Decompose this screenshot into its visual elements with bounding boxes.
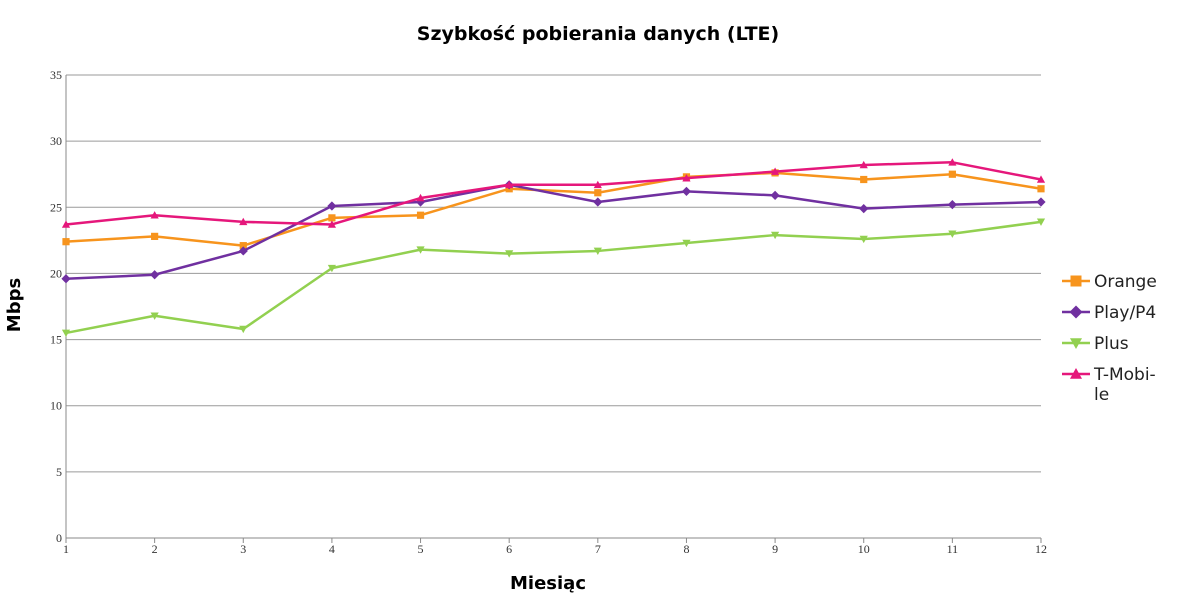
data-point	[416, 211, 425, 219]
legend-label: Orange	[1094, 272, 1157, 292]
x-axis-title: Miesiąc	[510, 573, 586, 594]
data-point	[682, 239, 691, 248]
data-point	[1036, 197, 1046, 207]
data-point	[770, 190, 780, 200]
x-tick-label: 7	[595, 542, 601, 556]
series-plus	[61, 218, 1046, 338]
chart-title: Szybkość pobierania danych (LTE)	[417, 23, 779, 45]
y-tick-label: 0	[56, 531, 62, 545]
data-point	[1070, 338, 1082, 349]
data-point	[860, 175, 868, 184]
data-point	[1037, 185, 1045, 193]
series-line	[65, 161, 1042, 226]
data-point	[859, 160, 868, 169]
data-point	[593, 180, 602, 189]
data-point	[239, 325, 248, 334]
data-point	[327, 264, 337, 273]
series-play-p4	[61, 180, 1046, 284]
x-tick-label: 11	[947, 542, 959, 556]
data-point	[1036, 218, 1046, 226]
data-point	[859, 235, 868, 244]
y-tick-label: 15	[50, 333, 62, 347]
data-point	[416, 246, 425, 254]
data-point	[770, 167, 780, 175]
data-point	[61, 329, 71, 338]
y-tick-label: 30	[50, 134, 62, 148]
data-point	[238, 246, 248, 256]
y-tick-label: 5	[56, 465, 62, 479]
data-point	[593, 197, 603, 207]
data-point	[1069, 305, 1083, 319]
gridlines	[66, 74, 1041, 473]
x-tick-label: 12	[1035, 542, 1047, 556]
legend-item: Plus	[1062, 334, 1129, 354]
x-tick-label: 3	[240, 542, 246, 556]
data-point	[150, 270, 160, 280]
data-point	[1070, 368, 1082, 379]
series-line	[65, 220, 1042, 335]
series-line	[65, 183, 1042, 280]
x-tick-label: 9	[772, 542, 778, 556]
data-point	[505, 250, 514, 258]
x-tick-label: 4	[329, 542, 335, 556]
series-lines	[61, 158, 1046, 338]
y-tick-label: 20	[50, 266, 62, 280]
legend-label: Play/P4	[1094, 303, 1156, 323]
data-point	[681, 186, 692, 197]
data-point	[682, 174, 691, 182]
legend: Orange Play/P4 Plus T-Mobi-le	[1062, 272, 1157, 405]
legend-item: Play/P4	[1062, 303, 1156, 323]
data-point	[593, 247, 602, 256]
data-point	[150, 312, 159, 320]
data-point	[947, 200, 957, 210]
data-point	[594, 189, 602, 197]
legend-item: T-Mobi-le	[1062, 365, 1156, 405]
y-tick-label: 35	[50, 68, 62, 82]
legend-label: T-Mobi-le	[1093, 365, 1156, 405]
x-tick-label: 8	[683, 542, 689, 556]
data-point	[327, 201, 337, 211]
data-point	[239, 217, 248, 226]
y-tick-label: 25	[50, 200, 62, 214]
data-point	[62, 238, 70, 246]
data-point	[239, 242, 247, 250]
data-point	[1036, 175, 1046, 183]
x-tick-label: 6	[506, 542, 512, 556]
data-point	[61, 274, 71, 284]
data-point	[505, 180, 514, 189]
series-line	[65, 171, 1042, 247]
x-tick-label: 2	[152, 542, 158, 556]
x-tick-label: 10	[858, 542, 870, 556]
data-point	[151, 232, 159, 240]
x-tick-label: 1	[63, 542, 69, 556]
data-point	[770, 231, 780, 240]
data-point	[948, 170, 956, 178]
data-point	[328, 214, 336, 222]
data-point	[859, 204, 869, 214]
data-point	[948, 158, 957, 166]
y-axis-title: Mbps	[4, 278, 25, 332]
data-point	[61, 220, 71, 228]
data-point	[150, 211, 159, 219]
data-point	[948, 230, 957, 238]
data-point	[1070, 275, 1082, 287]
data-point	[416, 193, 425, 202]
y-tick-label: 10	[50, 399, 62, 413]
x-tick-label: 5	[418, 542, 424, 556]
series-t-mobile	[61, 158, 1046, 228]
data-point	[327, 220, 337, 228]
legend-label: Plus	[1094, 334, 1129, 354]
legend-item: Orange	[1062, 272, 1157, 292]
